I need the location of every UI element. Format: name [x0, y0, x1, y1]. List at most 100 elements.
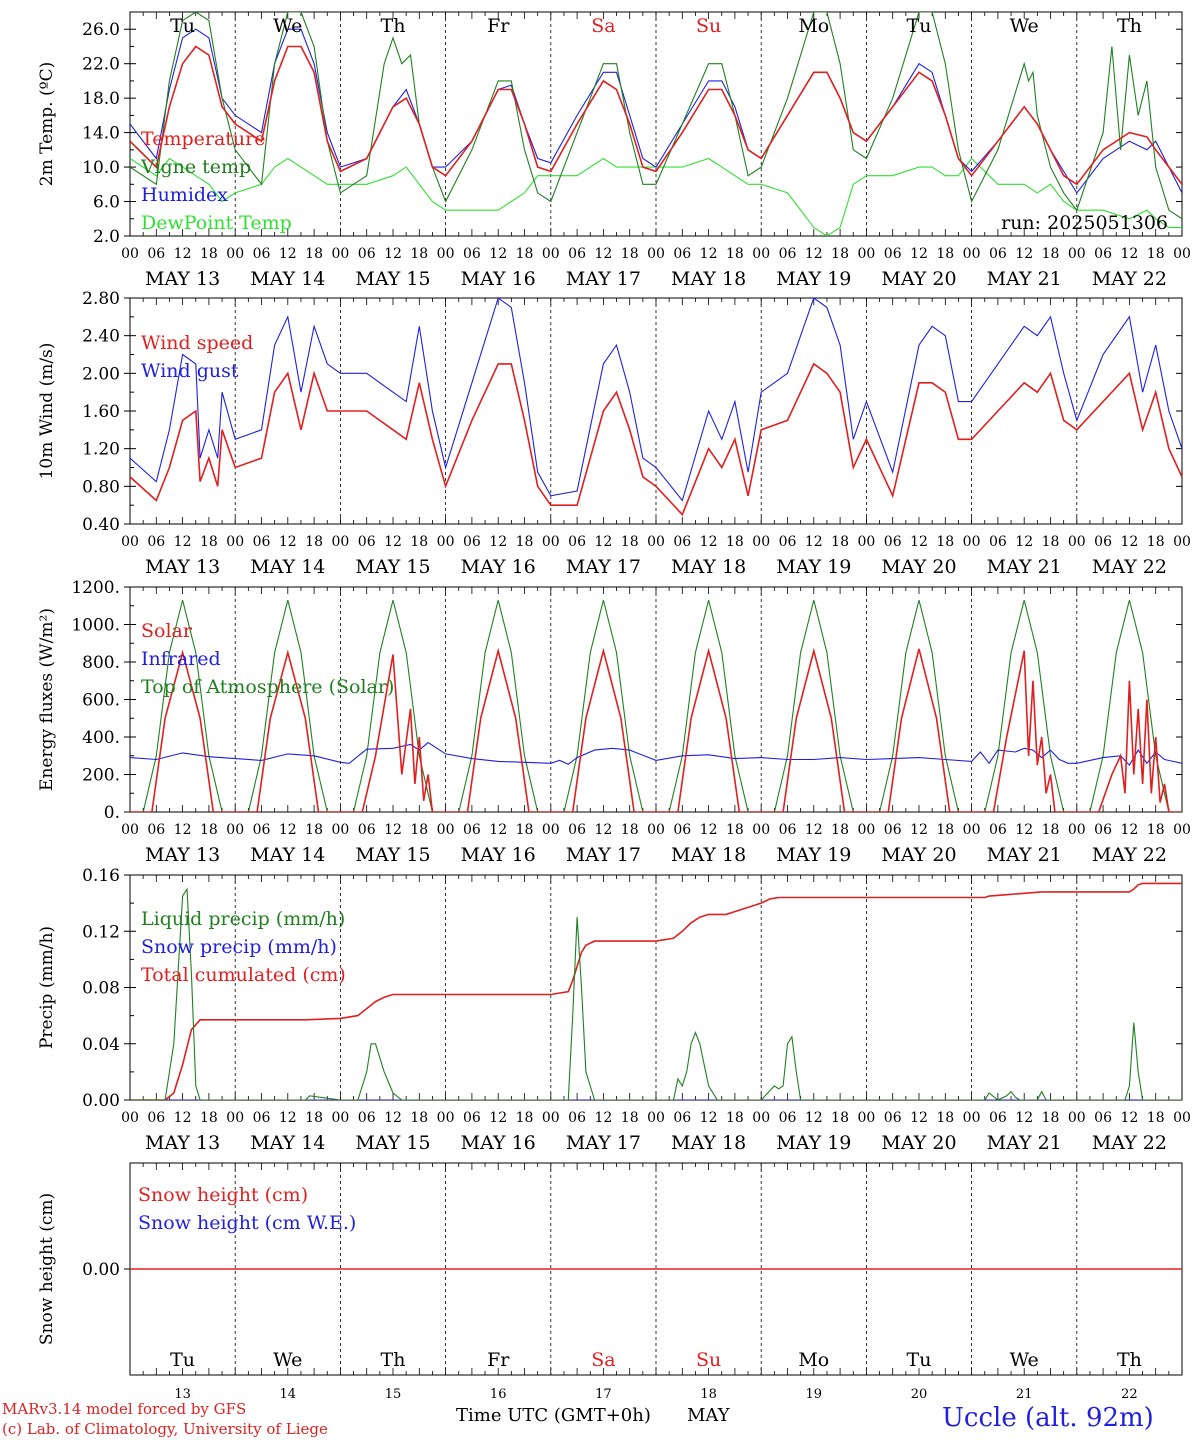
hour-label: 12: [1015, 1110, 1033, 1126]
date-label: MAY 18: [671, 1132, 746, 1154]
hour-label: 00: [1068, 246, 1086, 262]
hour-label: 00: [121, 534, 139, 550]
hour-label: 18: [305, 822, 323, 838]
hour-label: 06: [1094, 534, 1112, 550]
day-number: 22: [1121, 1387, 1138, 1402]
hour-label: 18: [200, 534, 218, 550]
weekday-label: We: [273, 1349, 302, 1371]
y-tick-label: 1200.: [71, 578, 120, 598]
day-number: 19: [806, 1387, 823, 1402]
hour-label: 12: [910, 534, 928, 550]
hour-label: 12: [594, 534, 612, 550]
hour-label: 12: [805, 246, 823, 262]
hour-label: 12: [910, 822, 928, 838]
hour-label: 12: [174, 1110, 192, 1126]
hour-label: 18: [831, 822, 849, 838]
hour-label: 00: [857, 822, 875, 838]
hour-label: 06: [568, 1110, 586, 1126]
hour-label: 06: [884, 822, 902, 838]
series-line-top-of-atmosphere-solar: [130, 599, 1182, 812]
hour-label: 06: [147, 246, 165, 262]
weekday-label: We: [273, 15, 302, 37]
hour-label: 12: [174, 534, 192, 550]
hour-label: 18: [831, 534, 849, 550]
series-line-wind-speed: [130, 362, 1182, 517]
hour-label: 00: [331, 246, 349, 262]
weekday-label: Tu: [170, 15, 195, 37]
hour-label: 18: [305, 534, 323, 550]
y-tick-label: 0.12: [82, 922, 120, 942]
date-label: MAY 22: [1092, 1132, 1167, 1154]
hour-label: 00: [963, 1110, 981, 1126]
date-label: MAY 21: [987, 556, 1062, 578]
hour-label: 18: [936, 1110, 954, 1126]
hour-label: 18: [726, 1110, 744, 1126]
day-number: 18: [700, 1387, 717, 1402]
plot-frame: [129, 586, 1183, 813]
y-tick-label: 1.20: [82, 440, 120, 460]
hour-label: 00: [647, 534, 665, 550]
hour-label: 18: [516, 246, 534, 262]
date-label: MAY 19: [776, 268, 851, 290]
hour-label: 00: [226, 822, 244, 838]
hour-label: 18: [936, 822, 954, 838]
legend-entry: Temperature: [141, 128, 265, 150]
hour-label: 18: [1042, 1110, 1060, 1126]
hour-label: 18: [516, 1110, 534, 1126]
hour-label: 12: [384, 246, 402, 262]
hour-label: 00: [752, 246, 770, 262]
weekday-label: Mo: [798, 15, 829, 37]
hour-label: 18: [936, 534, 954, 550]
hour-label: 12: [1015, 822, 1033, 838]
panel-1: [124, 11, 1183, 237]
hour-label: 06: [358, 1110, 376, 1126]
hour-label: 12: [910, 1110, 928, 1126]
day-number: 13: [174, 1387, 191, 1402]
date-label: MAY 20: [881, 268, 956, 290]
series-line-total-cumulated-cm: [130, 882, 1182, 1100]
hour-label: 06: [253, 822, 271, 838]
date-label: MAY 22: [1092, 268, 1167, 290]
date-label: MAY 13: [145, 1132, 220, 1154]
hour-label: 12: [489, 534, 507, 550]
hour-label: 12: [1015, 246, 1033, 262]
hour-label: 06: [989, 246, 1007, 262]
weekday-label: Su: [696, 1349, 721, 1371]
y-tick-label: 0.16: [82, 866, 120, 886]
weekday-label: Tu: [907, 15, 932, 37]
hour-label: 06: [884, 534, 902, 550]
hour-label: 00: [542, 822, 560, 838]
legend-entry: Infrared: [141, 648, 221, 670]
date-label: MAY 19: [776, 556, 851, 578]
hour-label: 00: [1068, 534, 1086, 550]
hour-label: 06: [147, 822, 165, 838]
weekday-label: Th: [1117, 1349, 1142, 1371]
hour-label: 12: [279, 534, 297, 550]
hour-label: 06: [1094, 246, 1112, 262]
date-label: MAY 18: [671, 844, 746, 866]
hour-label: 12: [384, 822, 402, 838]
hour-label: 18: [726, 822, 744, 838]
hour-label: 00: [752, 1110, 770, 1126]
hour-label: 00: [647, 822, 665, 838]
weekday-label: Fr: [487, 1349, 510, 1371]
hour-label: 06: [779, 534, 797, 550]
hour-label: 06: [253, 534, 271, 550]
y-tick-label: 0.40: [82, 515, 120, 535]
plot-frame: [129, 11, 1183, 237]
hour-label: 18: [410, 1110, 428, 1126]
hour-label: 12: [279, 1110, 297, 1126]
hour-label: 00: [1173, 1110, 1191, 1126]
legend-entry: Top of Atmosphere (Solar): [141, 676, 394, 698]
hour-label: 00: [331, 534, 349, 550]
date-label: MAY 14: [250, 844, 325, 866]
hour-label: 12: [384, 1110, 402, 1126]
hour-label: 18: [1147, 822, 1165, 838]
hour-label: 12: [1120, 534, 1138, 550]
y-tick-label: 18.0: [82, 89, 120, 109]
date-label: MAY 19: [776, 844, 851, 866]
weekday-label: We: [1010, 15, 1039, 37]
y-tick-label: 6.0: [93, 193, 120, 213]
legend-entry: Snow height (cm): [138, 1184, 308, 1206]
